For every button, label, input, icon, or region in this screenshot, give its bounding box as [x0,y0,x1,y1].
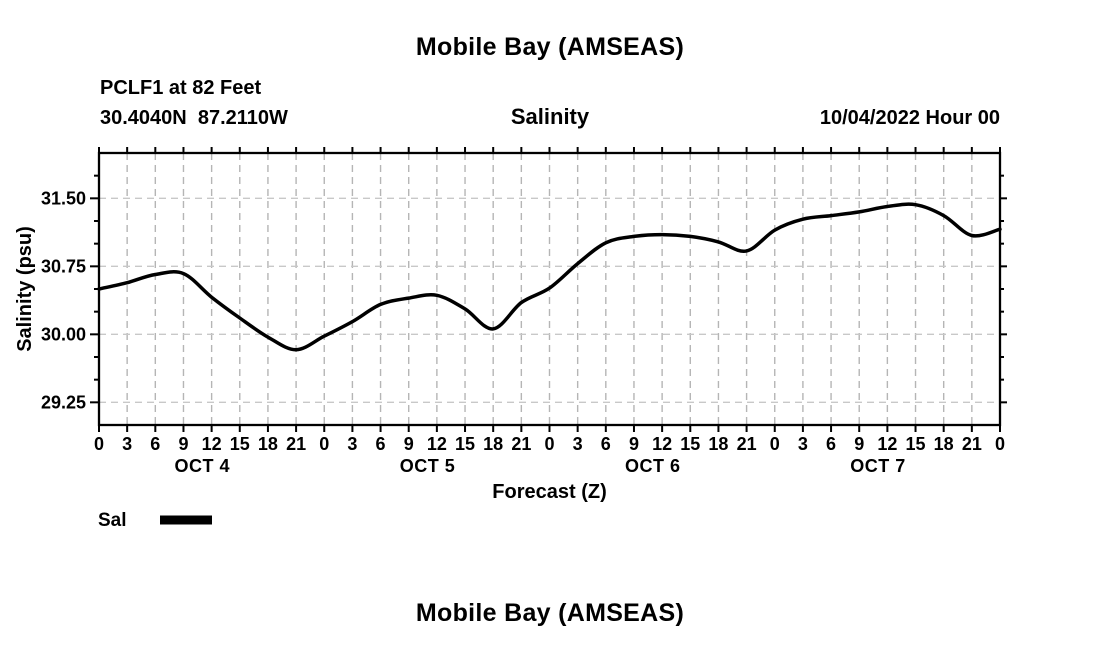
x-tick-label: 6 [601,434,611,454]
y-tick-label: 29.25 [41,392,86,412]
x-tick-label: 0 [94,434,104,454]
x-tick-label: 0 [995,434,1005,454]
x-tick-label: 15 [906,434,926,454]
x-tick-label: 12 [877,434,897,454]
x-tick-label: 18 [258,434,278,454]
x-tick-label: 6 [376,434,386,454]
station-coordinates: 30.4040N 87.2110W [100,107,288,129]
x-tick-label: 3 [347,434,357,454]
x-tick-label: 3 [122,434,132,454]
x-tick-label: 12 [202,434,222,454]
x-tick-label: 3 [573,434,583,454]
station-name: PCLF1 at 82 Feet [100,77,262,99]
x-tick-label: 15 [455,434,475,454]
x-tick-label: 18 [934,434,954,454]
x-tick-label: 21 [737,434,757,454]
y-tick-label: 31.50 [41,188,86,208]
day-label: OCT 4 [174,456,230,476]
y-tick-label: 30.75 [41,256,86,276]
forecast-datetime: 10/04/2022 Hour 00 [819,107,1000,129]
x-tick-label: 18 [483,434,503,454]
x-tick-label: 18 [708,434,728,454]
x-tick-label: 0 [770,434,780,454]
next-page-title: Mobile Bay (AMSEAS) [415,599,685,627]
x-tick-label: 9 [854,434,864,454]
x-tick-label: 21 [962,434,982,454]
x-axis-title: Forecast (Z) [492,481,606,503]
x-tick-label: 9 [178,434,188,454]
x-tick-label: 21 [286,434,306,454]
x-tick-label: 0 [319,434,329,454]
x-tick-label: 6 [150,434,160,454]
day-label: OCT 5 [400,456,456,476]
day-label: OCT 7 [850,456,906,476]
legend-label: Sal [98,510,127,531]
x-tick-label: 12 [427,434,447,454]
x-tick-label: 12 [652,434,672,454]
x-tick-label: 6 [826,434,836,454]
y-tick-label: 30.00 [41,324,86,344]
salinity-series-line [97,202,1002,352]
x-tick-label: 9 [629,434,639,454]
x-tick-label: 15 [230,434,250,454]
plot-variable-title: Salinity [510,104,590,129]
x-tick-label: 21 [511,434,531,454]
y-axis-title: Salinity (psu) [14,226,36,352]
x-tick-label: 0 [544,434,554,454]
x-tick-label: 9 [404,434,414,454]
day-label: OCT 6 [625,456,681,476]
x-tick-label: 15 [680,434,700,454]
x-tick-label: 3 [798,434,808,454]
page-title: Mobile Bay (AMSEAS) [415,33,685,61]
